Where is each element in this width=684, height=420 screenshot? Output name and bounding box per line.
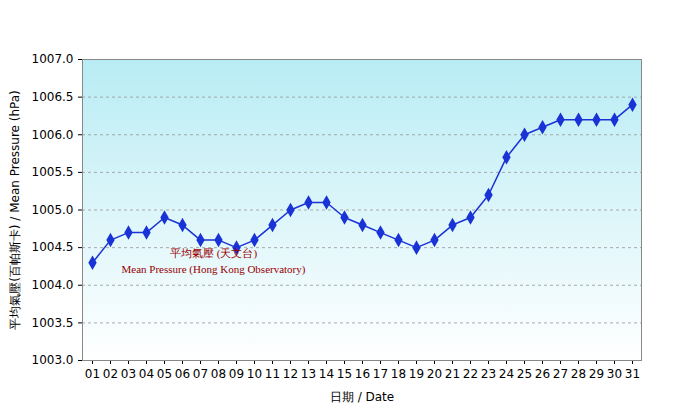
- svg-text:26: 26: [535, 367, 550, 381]
- svg-text:21: 21: [445, 367, 460, 381]
- svg-text:11: 11: [265, 367, 280, 381]
- svg-text:1004.0: 1004.0: [32, 278, 74, 292]
- svg-text:07: 07: [193, 367, 208, 381]
- svg-text:28: 28: [571, 367, 586, 381]
- svg-text:16: 16: [355, 367, 370, 381]
- svg-text:20: 20: [427, 367, 442, 381]
- svg-text:09: 09: [229, 367, 244, 381]
- svg-text:12: 12: [283, 367, 298, 381]
- svg-text:1005.5: 1005.5: [32, 165, 74, 179]
- svg-text:23: 23: [481, 367, 496, 381]
- svg-text:日期 / Date: 日期 / Date: [330, 390, 394, 404]
- svg-text:1006.5: 1006.5: [32, 90, 74, 104]
- svg-text:01: 01: [85, 367, 100, 381]
- svg-text:18: 18: [391, 367, 406, 381]
- svg-text:平均氣壓 (天文台): 平均氣壓 (天文台): [170, 247, 257, 260]
- svg-text:19: 19: [409, 367, 424, 381]
- svg-text:04: 04: [139, 367, 154, 381]
- svg-text:22: 22: [463, 367, 478, 381]
- svg-text:03: 03: [121, 367, 136, 381]
- svg-text:1007.0: 1007.0: [32, 52, 74, 66]
- svg-text:10: 10: [247, 367, 262, 381]
- svg-text:1003.5: 1003.5: [32, 316, 74, 330]
- svg-text:05: 05: [157, 367, 172, 381]
- svg-text:Mean Pressure (Hong Kong Obser: Mean Pressure (Hong Kong Observatory): [122, 263, 306, 276]
- svg-text:17: 17: [373, 367, 388, 381]
- svg-text:29: 29: [589, 367, 604, 381]
- svg-text:30: 30: [607, 367, 622, 381]
- svg-text:08: 08: [211, 367, 226, 381]
- svg-text:15: 15: [337, 367, 352, 381]
- svg-text:1003.0: 1003.0: [32, 353, 74, 367]
- svg-text:27: 27: [553, 367, 568, 381]
- svg-text:1005.0: 1005.0: [32, 203, 74, 217]
- svg-text:1004.5: 1004.5: [32, 240, 74, 254]
- svg-text:14: 14: [319, 367, 334, 381]
- svg-text:31: 31: [625, 367, 640, 381]
- svg-text:06: 06: [175, 367, 190, 381]
- svg-text:1006.0: 1006.0: [32, 128, 74, 142]
- svg-text:24: 24: [499, 367, 514, 381]
- svg-text:平均氣壓(百帕斯卡) / Mean Pressure (hP: 平均氣壓(百帕斯卡) / Mean Pressure (hPa): [8, 90, 22, 330]
- svg-text:02: 02: [103, 367, 118, 381]
- svg-text:25: 25: [517, 367, 532, 381]
- svg-text:13: 13: [301, 367, 316, 381]
